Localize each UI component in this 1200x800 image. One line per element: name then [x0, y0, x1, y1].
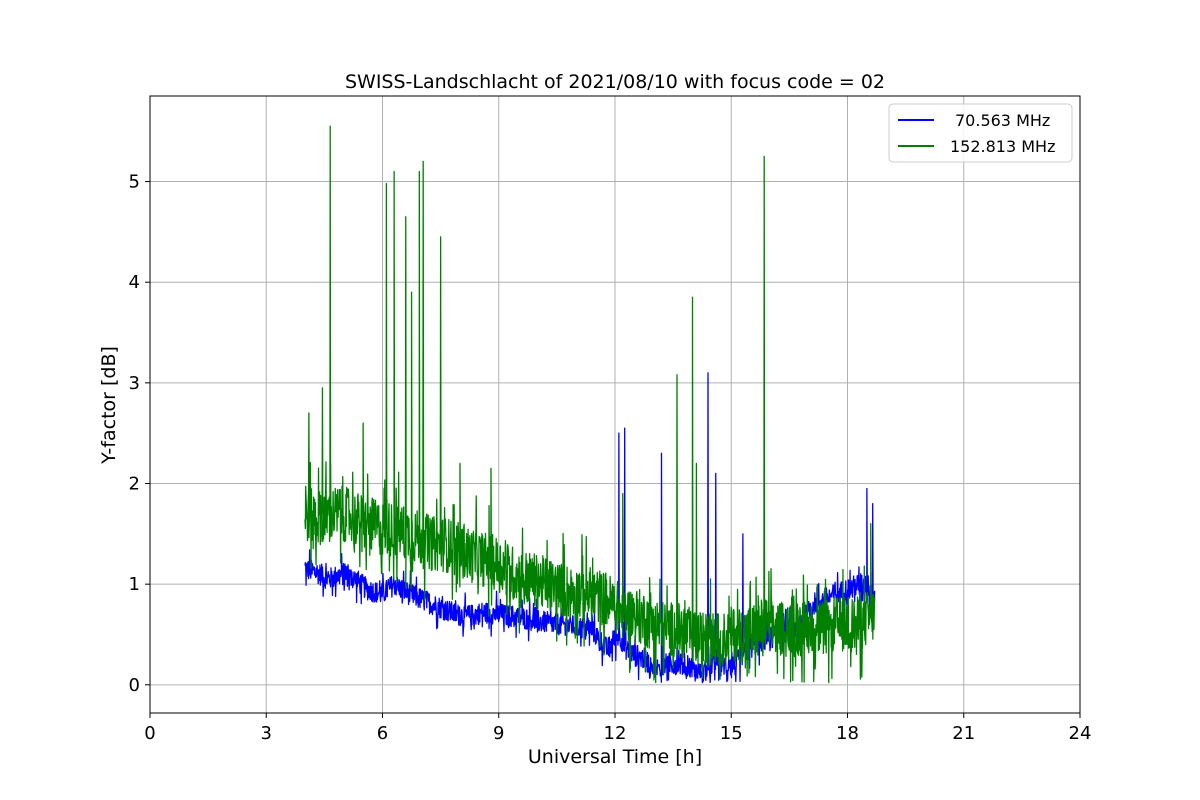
y-tick-label: 4 [129, 272, 140, 293]
x-axis-label: Universal Time [h] [528, 746, 702, 768]
series-line-1 [304, 125, 876, 684]
y-tick-label: 1 [129, 574, 140, 595]
y-tick-label: 0 [129, 675, 140, 696]
x-tick-label: 6 [377, 723, 388, 744]
y-axis: 0 1 2 3 4 5 [129, 172, 150, 696]
x-tick-label: 12 [604, 723, 627, 744]
x-tick-label: 18 [836, 723, 859, 744]
x-tick-label: 0 [144, 723, 155, 744]
y-axis-label: Y-factor [dB] [98, 346, 120, 465]
series-layer [304, 125, 876, 684]
legend-label-70mhz: 70.563 MHz [955, 111, 1050, 130]
chart-title: SWISS-Landschlacht of 2021/08/10 with fo… [345, 71, 885, 93]
x-axis: 0 3 6 9 12 15 18 21 24 [144, 713, 1091, 744]
legend-label-152mhz: 152.813 MHz [950, 137, 1055, 156]
y-tick-label: 5 [129, 172, 140, 193]
x-tick-label: 15 [720, 723, 743, 744]
y-tick-label: 2 [129, 474, 140, 495]
y-tick-label: 3 [129, 373, 140, 394]
x-tick-label: 24 [1069, 723, 1092, 744]
x-tick-label: 3 [261, 723, 272, 744]
legend: 70.563 MHz 152.813 MHz [888, 103, 1073, 163]
x-tick-label: 9 [493, 723, 504, 744]
x-tick-label: 21 [952, 723, 975, 744]
legend-box [888, 103, 1073, 163]
plot-area [304, 125, 876, 684]
